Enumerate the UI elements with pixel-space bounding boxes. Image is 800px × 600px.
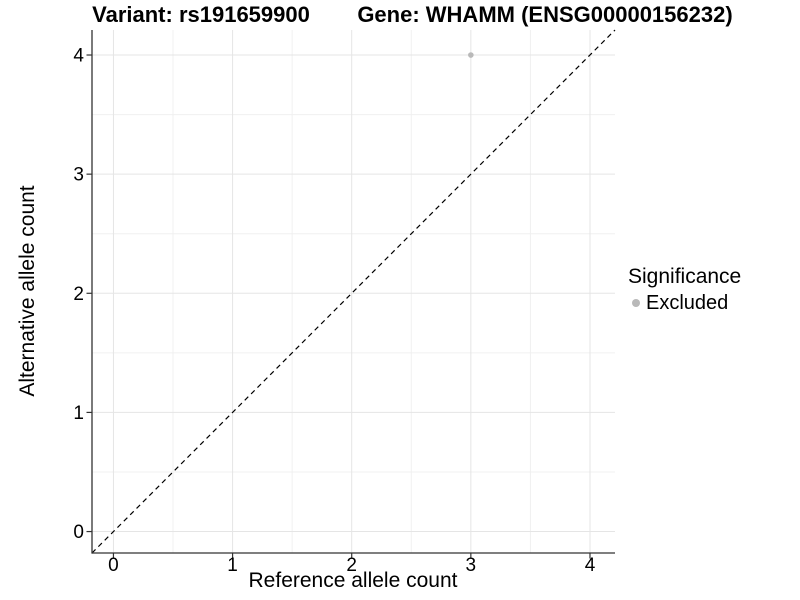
data-points [468,52,474,58]
plot-title-gene: Gene: WHAMM (ENSG00000156232) [357,2,733,27]
scatter-point [468,52,474,58]
y-tick-labels: 0 1 2 3 4 [73,46,84,544]
y-axis-title: Alternative allele count [16,185,39,397]
axis-ticks [86,54,591,559]
plot-title-variant: Variant: rs191659900 [92,2,310,27]
axis-lines [91,30,615,554]
legend-title: Significance [628,265,742,288]
x-tick-label: 1 [227,555,238,576]
y-tick-label: 3 [73,165,84,186]
x-axis-title: Reference allele count [248,569,458,592]
x-tick-label: 2 [346,555,357,576]
legend: Significance Excluded [628,264,741,315]
x-tick-labels: 0 1 2 3 4 [108,555,596,576]
legend-entry-excluded: Excluded [628,291,741,315]
x-tick-label: 4 [585,555,596,576]
minor-gridlines [92,30,615,553]
x-tick-label: 0 [108,555,119,576]
x-tick-label: 3 [466,555,477,576]
y-tick-label: 1 [73,403,84,424]
legend-point-icon [632,299,640,307]
dashed-identity-line [91,29,616,554]
major-gridlines [92,30,615,553]
y-tick-label: 0 [73,522,84,543]
y-tick-label: 2 [73,284,84,305]
y-tick-label: 4 [73,46,84,67]
legend-entry-label: Excluded [646,291,729,314]
identity-dashed-line [91,29,616,554]
